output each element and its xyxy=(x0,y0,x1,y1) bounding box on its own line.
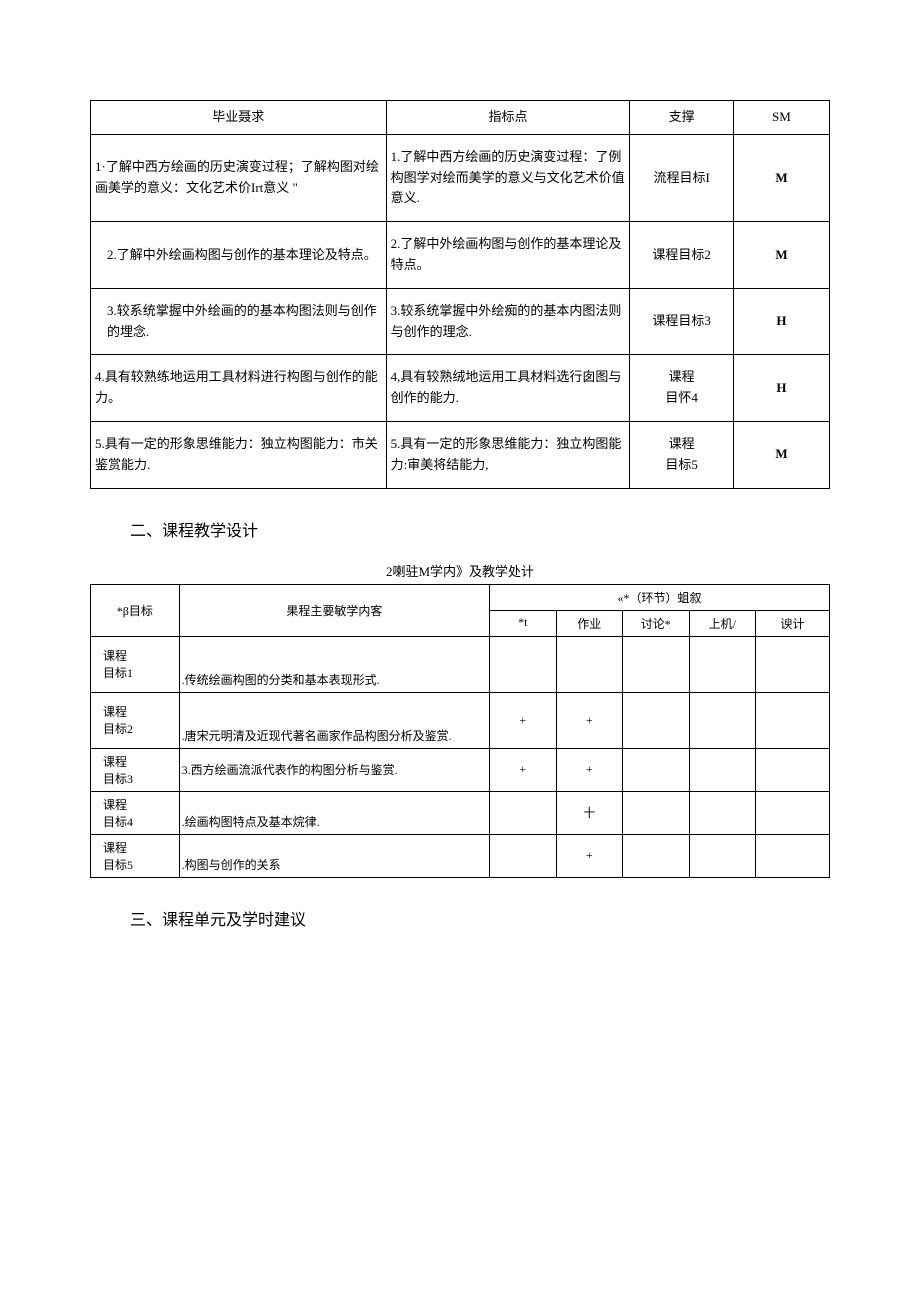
cell-req: 4.具有较熟练地运用工具材料进行构图与创作的能力。 xyxy=(91,355,387,422)
cell-sm: M xyxy=(733,134,829,221)
cell-indicator: 4,具有较熟绒地运用工具材料选行囱图与创作的能力. xyxy=(386,355,630,422)
cell-goal: 课程 目标3 xyxy=(91,748,180,791)
cell-goal: 课程 目标5 xyxy=(91,834,180,877)
cell-discuss xyxy=(623,834,690,877)
cell-support: 课程目标2 xyxy=(630,222,733,289)
header-homework: 作业 xyxy=(556,610,623,636)
header-goal: *β目标 xyxy=(91,584,180,636)
requirements-table: 毕业聂求 指标点 支撑 SM 1·了解中西方绘画的历史演变过程；了解构图对绘画美… xyxy=(90,100,830,489)
cell-support: 课程目标3 xyxy=(630,288,733,355)
cell-indicator: 5.具有一定的形象思维能力：独立构图能力:审美将结能力, xyxy=(386,421,630,488)
cell-design xyxy=(756,748,830,791)
cell-goal: 课程 目标2 xyxy=(91,692,180,748)
cell-t xyxy=(490,791,557,834)
table-row: 课程 目标3 3.西方绘画流派代表作的构图分析与鉴赏. + + xyxy=(91,748,830,791)
cell-support: 课程 目标5 xyxy=(630,421,733,488)
cell-lab xyxy=(689,834,756,877)
cell-lab xyxy=(689,692,756,748)
table-row: 课程 目标1 .传统绘画构图的分类和基本表现形式. xyxy=(91,636,830,692)
cell-req: 1·了解中西方绘画的历史演变过程；了解构图对绘画美学的意义：文化艺术价Irt意义… xyxy=(91,134,387,221)
table-row: 5.具有一定的形象思维能力：独立构图能力：市关鉴赏能力. 5.具有一定的形象思维… xyxy=(91,421,830,488)
table-header-row: 毕业聂求 指标点 支撑 SM xyxy=(91,101,830,135)
header-t: *t xyxy=(490,610,557,636)
cell-hw: + xyxy=(556,748,623,791)
cell-indicator: 2.了解中外绘画构图与创作的基本理论及特点。 xyxy=(386,222,630,289)
table-row: 1·了解中西方绘画的历史演变过程；了解构图对绘画美学的意义：文化艺术价Irt意义… xyxy=(91,134,830,221)
cell-lab xyxy=(689,791,756,834)
table-row: 课程 目标4 .绘画构图特点及基本烷律. 十 xyxy=(91,791,830,834)
header-discuss: 讨论* xyxy=(623,610,690,636)
cell-design xyxy=(756,791,830,834)
header-lab: 上机/ xyxy=(689,610,756,636)
cell-support: 流程目标I xyxy=(630,134,733,221)
header-sm: SM xyxy=(733,101,829,135)
table-row: 3.较系统掌握中外绘画的的基本构图法则与创作的埋念. 3.较系统掌握中外绘痴的的… xyxy=(91,288,830,355)
cell-design xyxy=(756,834,830,877)
table-row: 课程 目标2 .唐宋元明清及近现代著名画家作品构图分析及鉴赏. + + xyxy=(91,692,830,748)
cell-content: .传统绘画构图的分类和基本表现形式. xyxy=(179,636,489,692)
cell-discuss xyxy=(623,692,690,748)
cell-content: .构图与创作的关系 xyxy=(179,834,489,877)
header-content: 果程主要敏学内客 xyxy=(179,584,489,636)
header-design: 谀计 xyxy=(756,610,830,636)
cell-indicator: 1.了解中西方绘画的历史演变过程：了例构图学对绘而美学的意义与文化艺术价值意义. xyxy=(386,134,630,221)
cell-content: .唐宋元明清及近现代著名画家作品构图分析及鉴赏. xyxy=(179,692,489,748)
cell-req: 5.具有一定的形象思维能力：独立构图能力：市关鉴赏能力. xyxy=(91,421,387,488)
cell-content: 3.西方绘画流派代表作的构图分析与鉴赏. xyxy=(179,748,489,791)
table2-caption: 2喇驻M学内》及教学处计 xyxy=(90,561,830,580)
cell-hw xyxy=(556,636,623,692)
cell-req: 2.了解中外绘画构图与创作的基本理论及特点。 xyxy=(91,222,387,289)
cell-goal: 课程 目标1 xyxy=(91,636,180,692)
cell-sm: H xyxy=(733,355,829,422)
table-row: 4.具有较熟练地运用工具材料进行构图与创作的能力。 4,具有较熟绒地运用工具材料… xyxy=(91,355,830,422)
table-row: 课程 目标5 .构图与创作的关系 + xyxy=(91,834,830,877)
cell-support: 课程 目怀4 xyxy=(630,355,733,422)
cell-discuss xyxy=(623,636,690,692)
cell-req: 3.较系统掌握中外绘画的的基本构图法则与创作的埋念. xyxy=(91,288,387,355)
cell-hw: 十 xyxy=(556,791,623,834)
table2-group-header-row: *β目标 果程主要敏学内客 «*（环节）蛆叙 xyxy=(91,584,830,610)
cell-indicator: 3.较系统掌握中外绘痴的的基本内图法则与创作的理念. xyxy=(386,288,630,355)
cell-lab xyxy=(689,636,756,692)
cell-sm: M xyxy=(733,222,829,289)
cell-hw: + xyxy=(556,692,623,748)
cell-t xyxy=(490,636,557,692)
cell-discuss xyxy=(623,748,690,791)
teaching-design-table: *β目标 果程主要敏学内客 «*（环节）蛆叙 *t 作业 讨论* 上机/ 谀计 … xyxy=(90,584,830,878)
cell-design xyxy=(756,636,830,692)
header-graduation-req: 毕业聂求 xyxy=(91,101,387,135)
cell-t: + xyxy=(490,692,557,748)
cell-discuss xyxy=(623,791,690,834)
cell-t: + xyxy=(490,748,557,791)
section-2-heading: 二、课程教学设计 xyxy=(130,517,830,541)
section-3-heading: 三、课程单元及学时建议 xyxy=(130,906,830,930)
cell-goal: 课程 目标4 xyxy=(91,791,180,834)
header-support: 支撑 xyxy=(630,101,733,135)
table-row: 2.了解中外绘画构图与创作的基本理论及特点。 2.了解中外绘画构图与创作的基本理… xyxy=(91,222,830,289)
cell-t xyxy=(490,834,557,877)
cell-sm: H xyxy=(733,288,829,355)
header-indicator: 指标点 xyxy=(386,101,630,135)
cell-hw: + xyxy=(556,834,623,877)
cell-content: .绘画构图特点及基本烷律. xyxy=(179,791,489,834)
cell-design xyxy=(756,692,830,748)
cell-lab xyxy=(689,748,756,791)
cell-sm: M xyxy=(733,421,829,488)
header-group: «*（环节）蛆叙 xyxy=(490,584,830,610)
